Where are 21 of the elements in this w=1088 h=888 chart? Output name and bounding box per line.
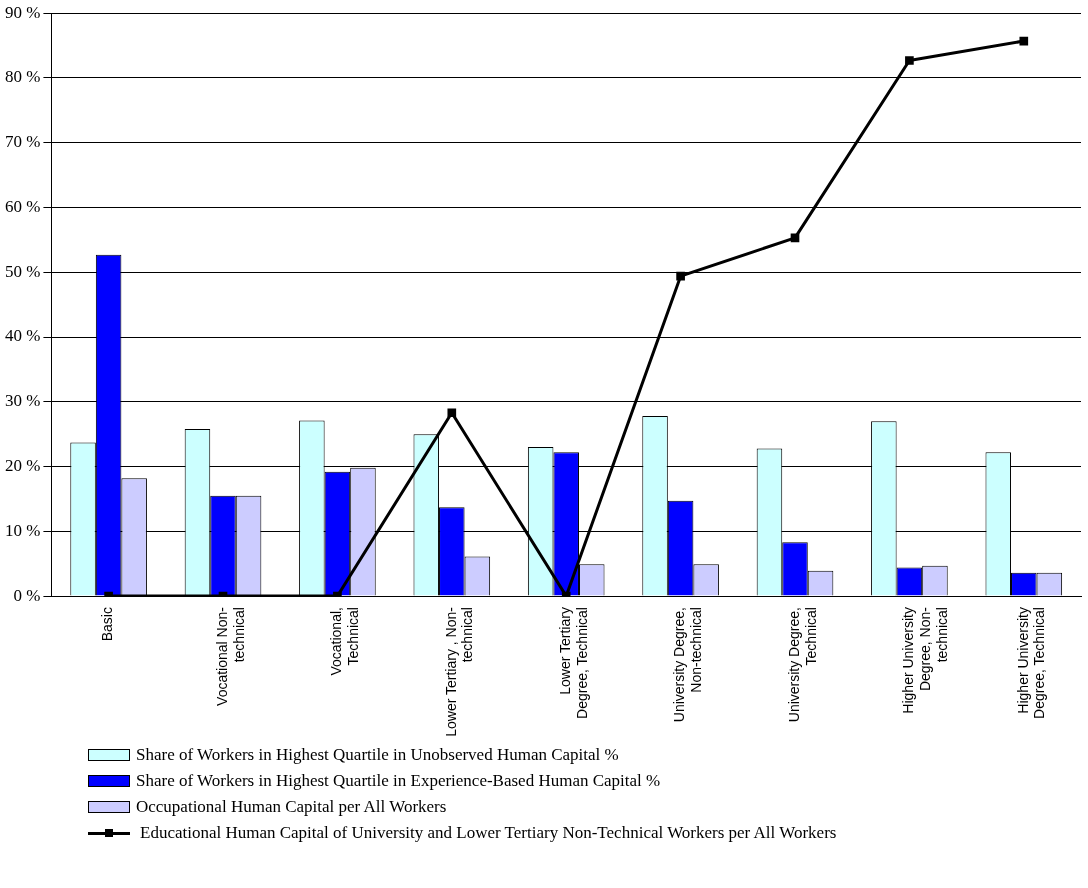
- y-tick-label: 0 %: [13, 585, 41, 605]
- x-tick-label: Lower Tertiary , Non- technical: [442, 606, 476, 737]
- legend-label: Occupational Human Capital per All Workers: [136, 797, 447, 817]
- y-tick-label: 70 %: [4, 132, 41, 152]
- x-tick-label: Higher University Degree, Non- technical: [900, 606, 950, 714]
- y-tick-label: 90 %: [4, 2, 41, 22]
- legend-label: Share of Workers in Highest Quartile in Unobserved Human Capital %: [136, 745, 619, 765]
- x-tick-label: Vocational, Technical: [328, 607, 362, 676]
- legend-label: Share of Workers in Highest Quartile in Experience-Based Human Capital %: [136, 771, 661, 791]
- y-tick-label: 60 %: [4, 196, 41, 216]
- x-tick-label: University Degree, Non-technical: [671, 607, 705, 723]
- y-tick-label: 20 %: [4, 456, 41, 476]
- legend-label: Educational Human Capital of University and Lower Tertiary Non-Technical Workers per All Workers: [140, 823, 837, 843]
- y-tick-label: 80 %: [4, 67, 41, 87]
- y-tick-label: 40 %: [4, 326, 41, 346]
- x-tick-label: University Degree, Technical: [785, 607, 819, 723]
- y-tick-label: 50 %: [4, 261, 41, 281]
- x-tick-label: Vocational Non- technical: [213, 606, 247, 706]
- x-tick-label: Basic: [99, 607, 116, 642]
- y-tick-label: 30 %: [4, 391, 41, 411]
- y-tick-label: 10 %: [4, 520, 41, 540]
